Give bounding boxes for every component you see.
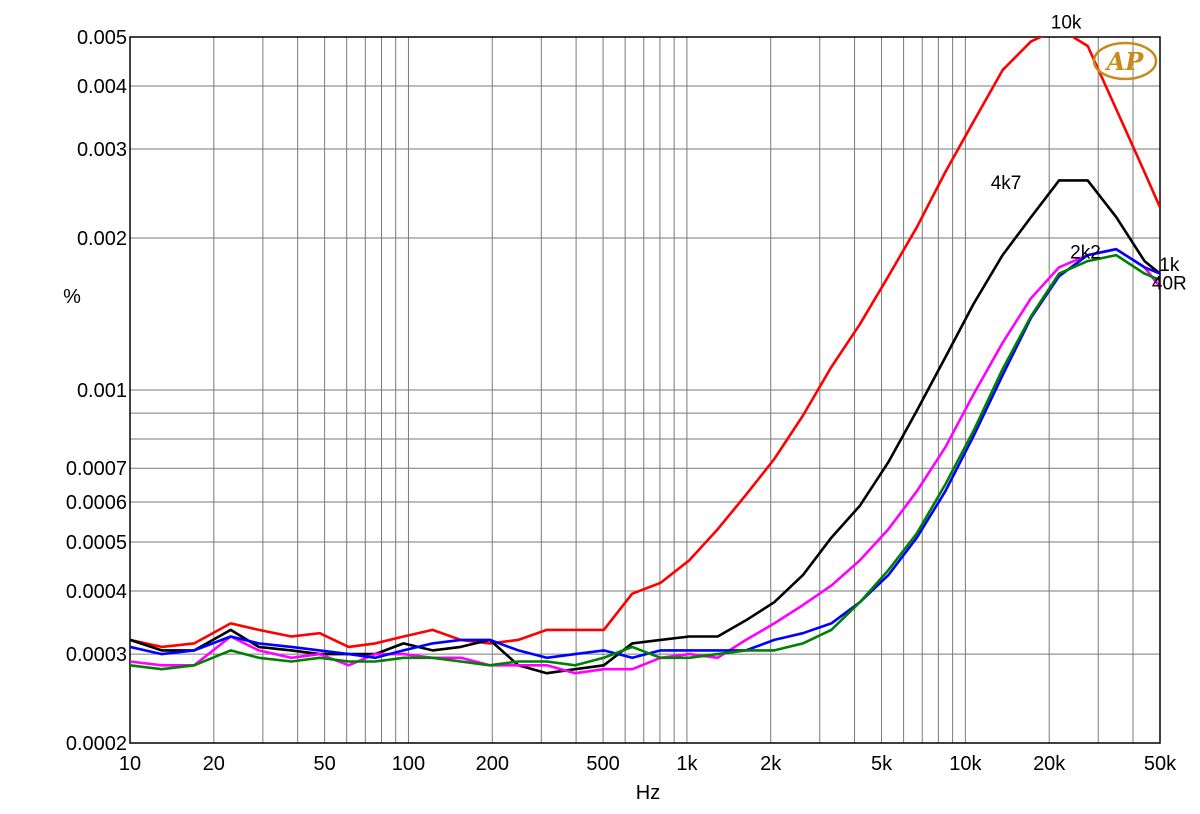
x-tick-label: 10 [119,753,141,775]
y-axis-label: % [63,286,81,308]
y-tick-label: 0.004 [77,76,127,98]
y-tick-label: 0.002 [77,228,127,250]
y-tick-label: 0.003 [77,139,127,161]
x-tick-label: 5k [871,753,893,775]
x-tick-label: 1k [676,753,698,775]
x-tick-label: 100 [392,753,425,775]
y-tick-label: 0.0003 [66,644,127,666]
y-tick-label: 0.0007 [66,458,127,480]
series-layer [130,37,1160,675]
curve-label-2k2: 2k2 [1070,243,1101,264]
logo-text: AP [1105,47,1145,76]
y-tick-label: 0.0005 [66,532,127,554]
plot-frame [129,36,1161,744]
series-line-2k2 [130,247,1160,675]
x-tick-label: 50k [1144,753,1177,775]
grid [129,36,1161,744]
series-line-1k [130,247,1160,660]
x-tick-label: 50 [314,753,336,775]
x-tick-label: 500 [586,753,619,775]
x-axis-label: Hz [636,782,660,804]
y-tick-label: 0.0006 [66,492,127,514]
y-tick-label: 0.0002 [66,733,127,755]
curve-label-40r: 40R [1152,274,1187,295]
curve-label-1k: 1k [1159,255,1180,276]
y-tick-label: 0.005 [77,27,127,49]
y-tick-label: 0.001 [77,380,127,402]
x-tick-label: 200 [476,753,509,775]
curve-label-10k: 10k [1051,12,1082,33]
y-tick-labels: 0.005 0.004 0.003 0.002 0.001 0.0007 0.0006 0.0… [66,27,127,755]
x-tick-labels: 10 20 50 100 200 500 1k 2k 5k 10k 20k 50k [119,753,1177,775]
curve-label-4k7: 4k7 [991,173,1022,194]
series-line-4k7 [130,179,1160,675]
y-tick-label: 0.0004 [66,581,127,603]
x-tick-label: 20 [203,753,225,775]
x-tick-label: 10k [949,753,982,775]
x-tick-label: 2k [760,753,782,775]
ap-logo-icon: AP [1092,41,1158,81]
series-line-40r [130,253,1160,671]
x-tick-label: 20k [1033,753,1066,775]
series-line-10k [130,37,1160,649]
